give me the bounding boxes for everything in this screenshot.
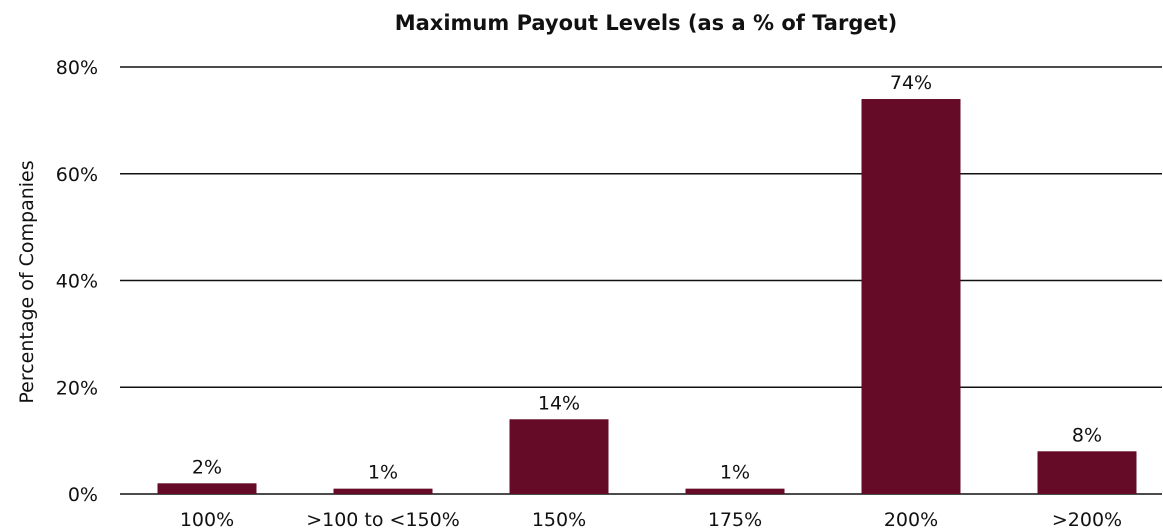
y-tick-label-0: 0% (68, 484, 98, 506)
data-label-5: 8% (1072, 424, 1102, 446)
y-tick-label-40: 40% (56, 271, 98, 293)
bar-0 (157, 483, 257, 494)
data-label-2: 14% (538, 392, 580, 414)
x-tick-label-4: 200% (884, 509, 938, 531)
data-label-4: 74% (890, 72, 932, 94)
data-label-0: 2% (192, 456, 222, 478)
bar-1 (333, 488, 433, 494)
y-tick-label-60: 60% (56, 164, 98, 186)
chart-title: Maximum Payout Levels (as a % of Target) (395, 11, 898, 35)
y-tick-label-20: 20% (56, 377, 98, 399)
gridlines (120, 66, 1162, 495)
bar-2 (509, 419, 609, 494)
x-tick-label-5: >200% (1052, 509, 1122, 531)
bars (157, 99, 1137, 495)
x-tick-label-1: >100 to <150% (306, 509, 460, 531)
data-labels: 2% 1% 14% 1% 74% 8% (192, 72, 1102, 484)
y-axis-label: Percentage of Companies (16, 160, 38, 403)
data-label-1: 1% (368, 462, 398, 484)
y-tick-label-80: 80% (56, 57, 98, 79)
bar-3 (685, 488, 785, 494)
x-tick-label-3: 175% (708, 509, 762, 531)
data-label-3: 1% (720, 462, 750, 484)
y-tick-labels: 0% 20% 40% 60% 80% (56, 57, 98, 506)
bar-4 (861, 99, 961, 495)
x-tick-label-2: 150% (532, 509, 586, 531)
x-tick-labels: 100% >100 to <150% 150% 175% 200% >200% (180, 509, 1122, 531)
x-tick-label-0: 100% (180, 509, 234, 531)
bar-5 (1037, 451, 1137, 494)
